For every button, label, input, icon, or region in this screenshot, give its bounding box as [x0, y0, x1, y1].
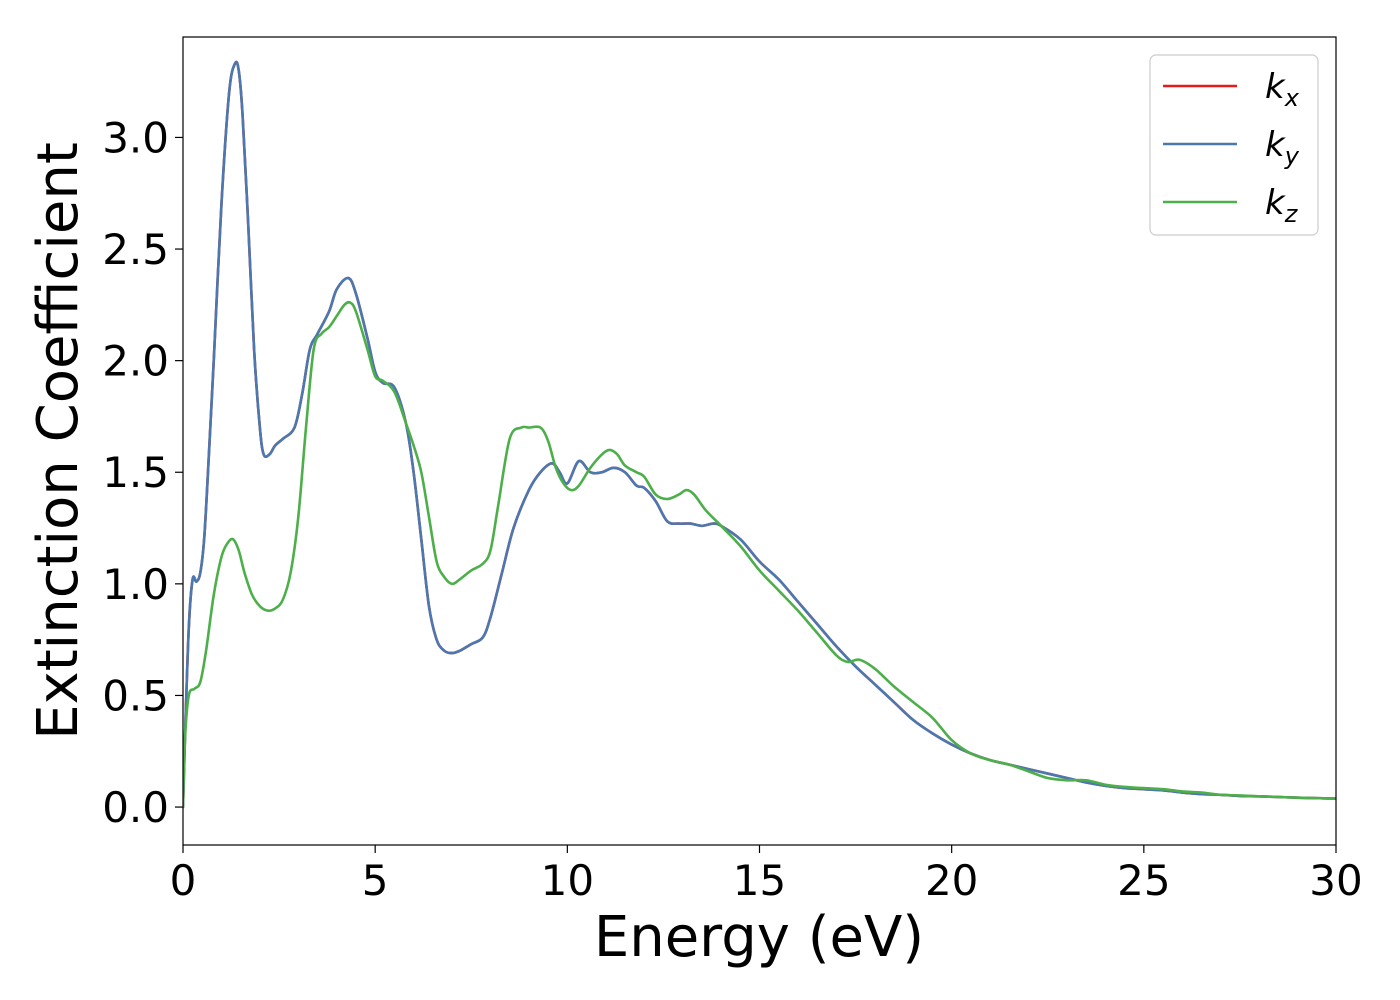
- series-line-k-z: [183, 300, 1336, 809]
- y-tick-label: 0.0: [102, 783, 169, 832]
- y-tick-label: 2.5: [102, 225, 169, 274]
- x-axis: 0 5 10 15 20 25 30: [170, 845, 1363, 905]
- legend-entry-kz: kz: [1163, 183, 1299, 228]
- y-axis: 0.0 0.5 1.0 1.5 2.0 2.5 3.0: [102, 113, 183, 832]
- x-tick-label: 25: [1117, 856, 1170, 905]
- x-tick-label: 15: [733, 856, 786, 905]
- legend-label-kz: kz: [1265, 183, 1299, 228]
- y-tick-label: 1.5: [102, 448, 169, 497]
- x-tick-label: 0: [170, 856, 197, 905]
- x-tick-label: 30: [1309, 856, 1362, 905]
- x-tick-label: 5: [362, 856, 389, 905]
- y-tick-label: 0.5: [102, 671, 169, 720]
- legend-subscript: x: [1284, 84, 1300, 112]
- y-tick-label: 2.0: [102, 337, 169, 386]
- y-tick-label: 3.0: [102, 113, 169, 162]
- legend-subscript: y: [1284, 142, 1300, 170]
- x-tick-label: 20: [925, 856, 978, 905]
- x-axis-label: Energy (eV): [594, 905, 924, 970]
- series-layer: [183, 60, 1336, 809]
- legend-subscript: z: [1284, 200, 1299, 228]
- y-axis-label: Extinction Coefficient: [26, 142, 91, 740]
- y-tick-label: 1.0: [102, 560, 169, 609]
- x-tick-label: 10: [541, 856, 594, 905]
